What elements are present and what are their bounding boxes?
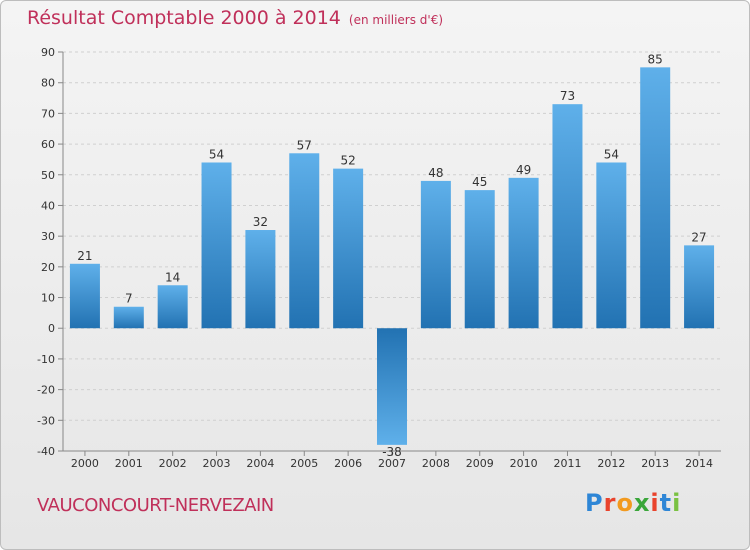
bar-layer	[69, 67, 715, 445]
y-tick-label: 60	[41, 138, 55, 151]
value-label: 32	[253, 215, 268, 229]
x-tick-label: 2000	[71, 457, 99, 470]
y-tick-label: -30	[37, 414, 55, 427]
bar	[420, 180, 451, 329]
value-label: 54	[209, 147, 224, 161]
bar	[289, 153, 320, 329]
value-label: 48	[428, 166, 443, 180]
bar	[245, 230, 276, 329]
chart-subtitle: (en milliers d'€)	[348, 13, 444, 27]
x-tick-label: 2007	[378, 457, 406, 470]
value-label: 49	[516, 163, 531, 177]
bar	[640, 67, 671, 329]
x-tick-label: 2002	[159, 457, 187, 470]
value-label: 57	[297, 138, 312, 152]
x-tick-label: 2012	[597, 457, 625, 470]
chart-title: Résultat Comptable 2000 à 2014 (en millie…	[27, 7, 443, 29]
value-label: 54	[604, 147, 619, 161]
x-tick-label: 2008	[422, 457, 450, 470]
value-label: 27	[691, 230, 706, 244]
x-tick-label: 2011	[553, 457, 581, 470]
y-tick-label: 90	[41, 46, 55, 59]
y-tick-label: 40	[41, 199, 55, 212]
bar	[201, 162, 232, 329]
y-tick-label: 80	[41, 77, 55, 90]
label-layer: 2000 21 2001 7 2002 14 2003 54 2004 32 2005 57 2006 5…	[71, 52, 713, 470]
y-tick-label: 50	[41, 169, 55, 182]
chart-title-text: Résultat Comptable 2000 à 2014	[27, 7, 341, 29]
bar	[684, 245, 715, 329]
value-label: 85	[648, 52, 663, 66]
value-label: 21	[77, 249, 92, 263]
value-label: 14	[165, 270, 180, 284]
x-tick-label: 2014	[685, 457, 713, 470]
y-tick-label: 0	[48, 322, 55, 335]
bar	[69, 263, 100, 329]
x-tick-label: 2005	[290, 457, 318, 470]
value-label: 52	[340, 154, 355, 168]
y-tick-label: 70	[41, 107, 55, 120]
x-tick-label: 2010	[510, 457, 538, 470]
bar	[508, 177, 539, 329]
bar	[464, 190, 495, 329]
x-tick-label: 2001	[115, 457, 143, 470]
value-label: 73	[560, 89, 575, 103]
bar	[157, 285, 188, 329]
x-tick-label: 2003	[203, 457, 231, 470]
x-tick-label: 2013	[641, 457, 669, 470]
bar	[333, 168, 364, 329]
bar	[596, 162, 627, 329]
value-label: -38	[382, 445, 402, 459]
x-tick-label: 2004	[246, 457, 274, 470]
bar	[113, 306, 144, 329]
y-tick-label: -10	[37, 353, 55, 366]
bar	[377, 328, 407, 445]
y-tick-label: -40	[37, 445, 55, 458]
place-name: VAUCONCOURT-NERVEZAIN	[37, 495, 274, 516]
x-tick-label: 2009	[466, 457, 494, 470]
value-label: 7	[125, 292, 133, 306]
y-tick-label: 30	[41, 230, 55, 243]
y-tick-label: 20	[41, 261, 55, 274]
x-tick-label: 2006	[334, 457, 362, 470]
value-label: 45	[472, 175, 487, 189]
y-tick-label: -20	[37, 384, 55, 397]
bar	[552, 104, 583, 329]
proxiti-logo: Proxiti	[585, 489, 682, 517]
y-tick-label: 10	[41, 292, 55, 305]
